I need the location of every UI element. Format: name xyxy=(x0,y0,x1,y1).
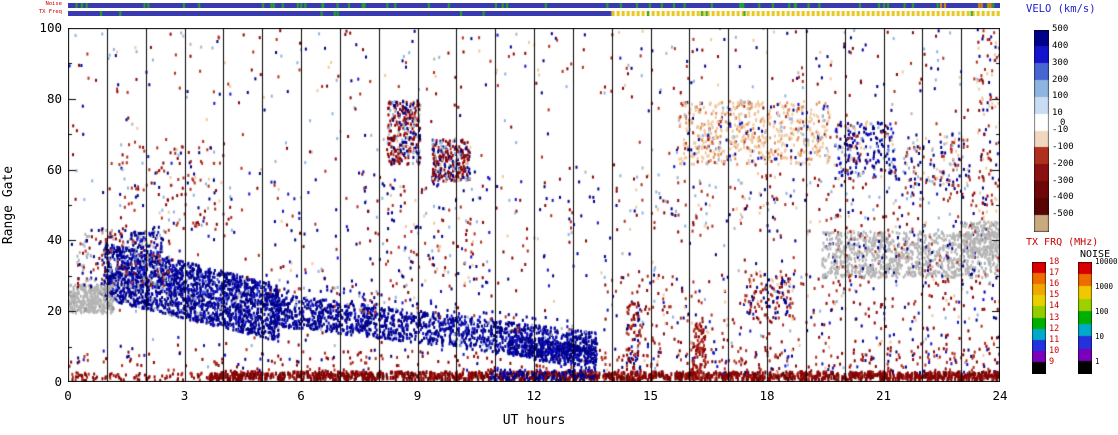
velo-scale-label: -300 xyxy=(1052,175,1074,186)
txfrq-scale-label: 10 xyxy=(1049,346,1060,357)
velo-scale-label: -10 xyxy=(1052,125,1069,135)
y-axis-title: Range Gate xyxy=(1,165,16,245)
x-tick-label: 12 xyxy=(526,388,542,403)
velo-scale-label: 400 xyxy=(1052,40,1069,51)
x-tick-label: 18 xyxy=(759,388,775,403)
txfrq-scale-label: 17 xyxy=(1049,267,1060,278)
noise-scale-label: 1000 xyxy=(1095,281,1114,291)
txfreq-strip-label: TX Freq xyxy=(38,9,62,15)
txfrq-scale-label: 9 xyxy=(1049,357,1055,368)
txfrq-scale-label: 15 xyxy=(1049,290,1060,301)
y-tick-label: 20 xyxy=(46,303,62,319)
velo-scale-label: 300 xyxy=(1052,57,1069,68)
txfrq-scale-label: 13 xyxy=(1049,312,1060,323)
txfrq-scale-label: 16 xyxy=(1049,278,1060,289)
y-tick-label: 60 xyxy=(46,161,62,177)
txfrq-scale-label: 12 xyxy=(1049,323,1060,334)
txfrq-scale-label: 18 xyxy=(1049,256,1060,267)
velo-scale-label: -500 xyxy=(1052,209,1074,220)
noise-scale-label: 10 xyxy=(1095,331,1105,341)
velo-scale-label: -100 xyxy=(1052,141,1074,152)
y-tick-label: 0 xyxy=(54,374,62,389)
velo-scale-label: 10 xyxy=(1052,108,1063,119)
y-tick-label: 40 xyxy=(46,232,62,248)
velo-scale-label: -400 xyxy=(1052,192,1074,203)
x-tick-label: 3 xyxy=(180,388,189,403)
txfrq-colorbar-title: TX FRQ (MHz) xyxy=(1026,237,1099,248)
txfrq-scale-label: 11 xyxy=(1049,334,1060,345)
velocity-colorbar xyxy=(1034,30,1049,232)
noise-colorbar xyxy=(1078,262,1092,374)
velo-scale-label: 200 xyxy=(1052,74,1069,85)
x-tick-label: 21 xyxy=(875,388,892,403)
x-tick-label: 0 xyxy=(64,388,72,403)
x-tick-label: 6 xyxy=(297,388,305,403)
noise-strip-label: Noise xyxy=(45,1,62,7)
velo-scale-label: 100 xyxy=(1052,91,1069,102)
velocity-range-time-plot xyxy=(68,28,1000,382)
velo-scale-label: 500 xyxy=(1052,24,1069,34)
x-tick-label: 9 xyxy=(413,388,422,403)
noise-scale-label: 10000 xyxy=(1095,257,1118,266)
velo-zero-label: 0 xyxy=(1060,117,1066,128)
noise-colorbar-title: NOISE xyxy=(1080,249,1111,260)
noise-status-strip xyxy=(68,3,1000,8)
txfrq-scale-label: 14 xyxy=(1049,301,1060,312)
noise-scale-label: 1 xyxy=(1095,356,1100,366)
y-tick-label: 80 xyxy=(46,90,62,106)
txfrq-colorbar xyxy=(1032,262,1046,374)
velo-scale-label: -200 xyxy=(1052,158,1074,169)
x-tick-label: 24 xyxy=(992,388,1008,403)
velo-colorbar-title: VELO (km/s) xyxy=(1026,3,1096,15)
y-tick-label: 100 xyxy=(39,20,62,35)
noise-scale-label: 100 xyxy=(1095,306,1109,316)
x-tick-label: 15 xyxy=(642,388,659,403)
txfreq-status-strip xyxy=(68,11,1000,16)
x-axis-title: UT hours xyxy=(502,413,566,428)
